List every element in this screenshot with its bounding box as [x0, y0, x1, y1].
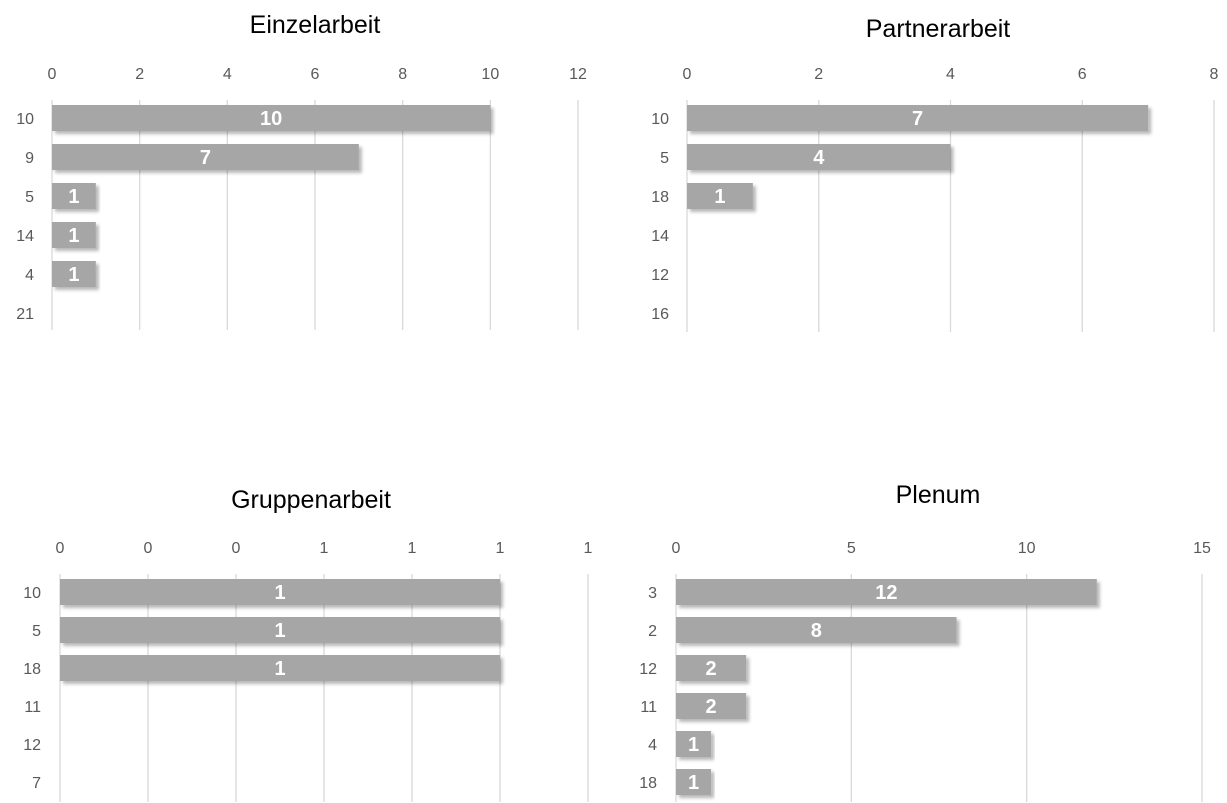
category-label: 4: [648, 737, 657, 754]
data-label: 12: [875, 582, 897, 604]
x-tick-label: 4: [946, 66, 955, 83]
category-label: 7: [32, 775, 41, 792]
bar: [52, 105, 491, 131]
x-tick-label: 8: [1210, 66, 1219, 83]
bar: [52, 222, 96, 248]
chart-title: Partnerarbeit: [866, 15, 1011, 43]
data-label: 2: [706, 658, 717, 680]
category-label: 18: [651, 189, 669, 206]
data-label: 1: [688, 734, 699, 756]
x-tick-label: 0: [683, 66, 692, 83]
bar: [676, 769, 712, 795]
x-tick-label: 8: [398, 66, 407, 83]
data-label: 1: [68, 264, 79, 286]
data-label: 1: [68, 225, 79, 247]
category-label: 10: [16, 111, 34, 128]
data-label: 1: [714, 186, 725, 208]
data-label: 1: [68, 186, 79, 208]
x-tick-label: 1: [320, 540, 329, 557]
data-label: 1: [274, 658, 285, 680]
x-tick-label: 2: [135, 66, 144, 83]
x-tick-label: 6: [1078, 66, 1087, 83]
category-label: 5: [660, 150, 669, 167]
bar: [52, 261, 96, 287]
x-tick-label: 5: [847, 540, 856, 557]
bar: [676, 579, 1097, 605]
x-tick-label: 12: [569, 66, 587, 83]
data-label: 7: [200, 147, 211, 169]
category-label: 11: [640, 699, 657, 716]
x-tick-label: 0: [144, 540, 153, 557]
category-label: 3: [648, 585, 657, 602]
x-tick-label: 0: [232, 540, 241, 557]
data-label: 1: [688, 772, 699, 794]
x-tick-label: 1: [584, 540, 593, 557]
category-label: 5: [25, 189, 34, 206]
x-tick-label: 0: [672, 540, 681, 557]
data-label: 1: [274, 582, 285, 604]
chart-2: Partnerarbeit 0 2 4 6 8 10 7 5 4 18 1 14 12 16: [651, 15, 1219, 332]
bar: [676, 655, 747, 681]
category-label: 18: [639, 775, 657, 792]
chart-title: Einzelarbeit: [250, 11, 381, 39]
x-tick-label: 15: [1193, 540, 1211, 557]
x-tick-label: 1: [496, 540, 505, 557]
x-tick-label: 0: [48, 66, 57, 83]
category-label: 10: [23, 585, 41, 602]
bar: [687, 183, 753, 209]
category-label: 5: [32, 623, 41, 640]
bar: [52, 183, 96, 209]
category-label: 12: [651, 267, 669, 284]
data-label: 7: [912, 108, 923, 130]
x-tick-label: 0: [56, 540, 65, 557]
bar: [60, 579, 500, 605]
x-tick-label: 4: [223, 66, 232, 83]
category-label: 18: [23, 661, 41, 678]
category-label: 4: [25, 267, 34, 284]
category-label: 12: [639, 661, 657, 678]
data-label: 8: [811, 620, 822, 642]
chart-4: Plenum 0 5 10 15 3 12 2 8 12 2 11 2 4 1 18 1: [639, 481, 1211, 802]
data-label: 4: [813, 147, 825, 169]
chart-title: Plenum: [896, 481, 981, 509]
bar: [676, 693, 747, 719]
bar: [52, 144, 359, 170]
category-label: 16: [651, 306, 669, 323]
chart-title: Gruppenarbeit: [231, 486, 391, 514]
x-tick-label: 6: [311, 66, 320, 83]
category-label: 2: [648, 623, 657, 640]
category-label: 10: [651, 111, 669, 128]
x-tick-label: 1: [408, 540, 417, 557]
x-tick-label: 10: [1018, 540, 1036, 557]
x-tick-label: 2: [814, 66, 823, 83]
data-label: 2: [706, 696, 717, 718]
category-label: 21: [16, 306, 34, 323]
category-label: 14: [16, 228, 34, 245]
data-label: 10: [260, 108, 282, 130]
x-tick-label: 10: [481, 66, 499, 83]
data-label: 1: [274, 620, 285, 642]
category-label: 14: [651, 228, 669, 245]
bar: [687, 105, 1149, 131]
bar: [60, 655, 500, 681]
category-label: 11: [24, 699, 41, 716]
category-label: 9: [25, 150, 34, 167]
bar: [676, 617, 957, 643]
bar: [676, 731, 712, 757]
bar: [60, 617, 500, 643]
category-label: 12: [23, 737, 41, 754]
bar: [687, 144, 951, 170]
